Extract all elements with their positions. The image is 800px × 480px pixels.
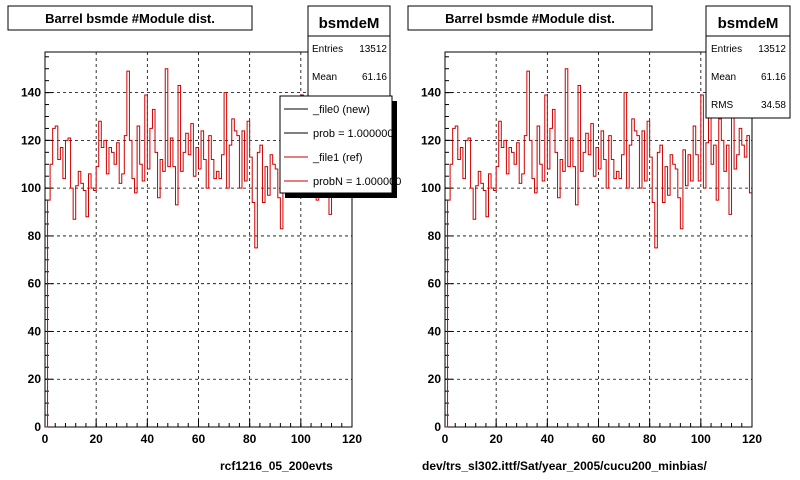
grid bbox=[445, 52, 752, 427]
x-tick-label: 120 bbox=[342, 432, 362, 446]
chart-title-box bbox=[7, 5, 253, 31]
x-tick-label: 40 bbox=[541, 432, 555, 446]
legend-label-probn: probN = 1.000000 bbox=[313, 176, 401, 188]
footer-label: dev/trs_sl302.ittf/Sat/year_2005/cucu200… bbox=[422, 459, 707, 473]
stats-box bbox=[705, 5, 791, 119]
x-tick-label: 40 bbox=[141, 432, 155, 446]
x-tick-label: 100 bbox=[691, 432, 711, 446]
series-group bbox=[445, 68, 752, 428]
x-tick-label: 60 bbox=[192, 432, 206, 446]
x-tick-label: 0 bbox=[42, 432, 49, 446]
stats-value-entries: 13512 bbox=[359, 44, 387, 55]
x-tick-label: 100 bbox=[291, 432, 311, 446]
y-tick-label: 40 bbox=[428, 324, 442, 338]
y-tick-label: 80 bbox=[428, 229, 442, 243]
right-panel: 0 20 40 60 80 100 120 0 20 40 60 80 100 120 140 Barre… bbox=[407, 5, 791, 473]
y-tick-label: 20 bbox=[428, 372, 442, 386]
y-tick-label: 140 bbox=[21, 86, 41, 100]
legend-label-new: _file0 (new) bbox=[312, 104, 370, 116]
y-tick-label: 120 bbox=[421, 133, 441, 147]
y-tick-label: 140 bbox=[421, 86, 441, 100]
x-tick-label: 120 bbox=[742, 432, 762, 446]
axis-ticks bbox=[444, 56, 753, 428]
y-tick-labels: 0 20 40 60 80 100 120 140 bbox=[421, 86, 441, 434]
stats-value-mean: 61.16 bbox=[362, 72, 387, 83]
y-tick-label: 0 bbox=[34, 420, 41, 434]
legend-label-ref: _file1 (ref) bbox=[312, 152, 363, 164]
y-tick-labels: 0 20 40 60 80 100 120 140 bbox=[21, 86, 41, 434]
x-tick-label: 20 bbox=[89, 432, 103, 446]
x-tick-label: 80 bbox=[643, 432, 657, 446]
footer-label: rcf1216_05_200evts bbox=[220, 459, 333, 473]
chart-title-box bbox=[407, 5, 653, 31]
stats-value-mean: 61.16 bbox=[761, 72, 786, 83]
legend-box bbox=[279, 95, 393, 194]
x-tick-labels: 0 20 40 60 80 100 120 bbox=[442, 432, 763, 446]
stats-name: bsmdeM bbox=[718, 15, 779, 32]
y-tick-label: 120 bbox=[21, 133, 41, 147]
left-panel: 0 20 40 60 80 100 120 0 20 40 60 80 100 120 140 Barre… bbox=[7, 5, 401, 473]
stats-label-mean: Mean bbox=[312, 72, 337, 83]
stats-name: bsmdeM bbox=[319, 15, 380, 32]
x-tick-label: 20 bbox=[489, 432, 503, 446]
stats-value-rms: 34.58 bbox=[761, 100, 786, 111]
x-tick-label: 0 bbox=[442, 432, 449, 446]
stats-label-mean: Mean bbox=[711, 72, 736, 83]
y-tick-label: 100 bbox=[21, 181, 41, 195]
series-line bbox=[445, 68, 752, 428]
y-tick-label: 100 bbox=[421, 181, 441, 195]
stats-label-entries: Entries bbox=[711, 44, 742, 55]
stats-label-rms: RMS bbox=[711, 100, 734, 111]
y-tick-label: 60 bbox=[28, 277, 42, 291]
stats-value-entries: 13512 bbox=[758, 44, 786, 55]
x-tick-label: 60 bbox=[592, 432, 606, 446]
stats-label-entries: Entries bbox=[312, 44, 343, 55]
y-tick-label: 0 bbox=[434, 420, 441, 434]
axis-ticks bbox=[44, 56, 353, 428]
x-tick-label: 80 bbox=[243, 432, 257, 446]
chart-title: Barrel bsmde #Module dist. bbox=[45, 11, 215, 26]
y-tick-label: 60 bbox=[428, 277, 442, 291]
y-tick-label: 20 bbox=[28, 372, 42, 386]
chart-title: Barrel bsmde #Module dist. bbox=[445, 11, 615, 26]
legend-label-prob: prob = 1.000000 bbox=[313, 128, 393, 140]
y-tick-label: 80 bbox=[28, 229, 42, 243]
x-tick-labels: 0 20 40 60 80 100 120 bbox=[42, 432, 363, 446]
y-tick-label: 40 bbox=[28, 324, 42, 338]
